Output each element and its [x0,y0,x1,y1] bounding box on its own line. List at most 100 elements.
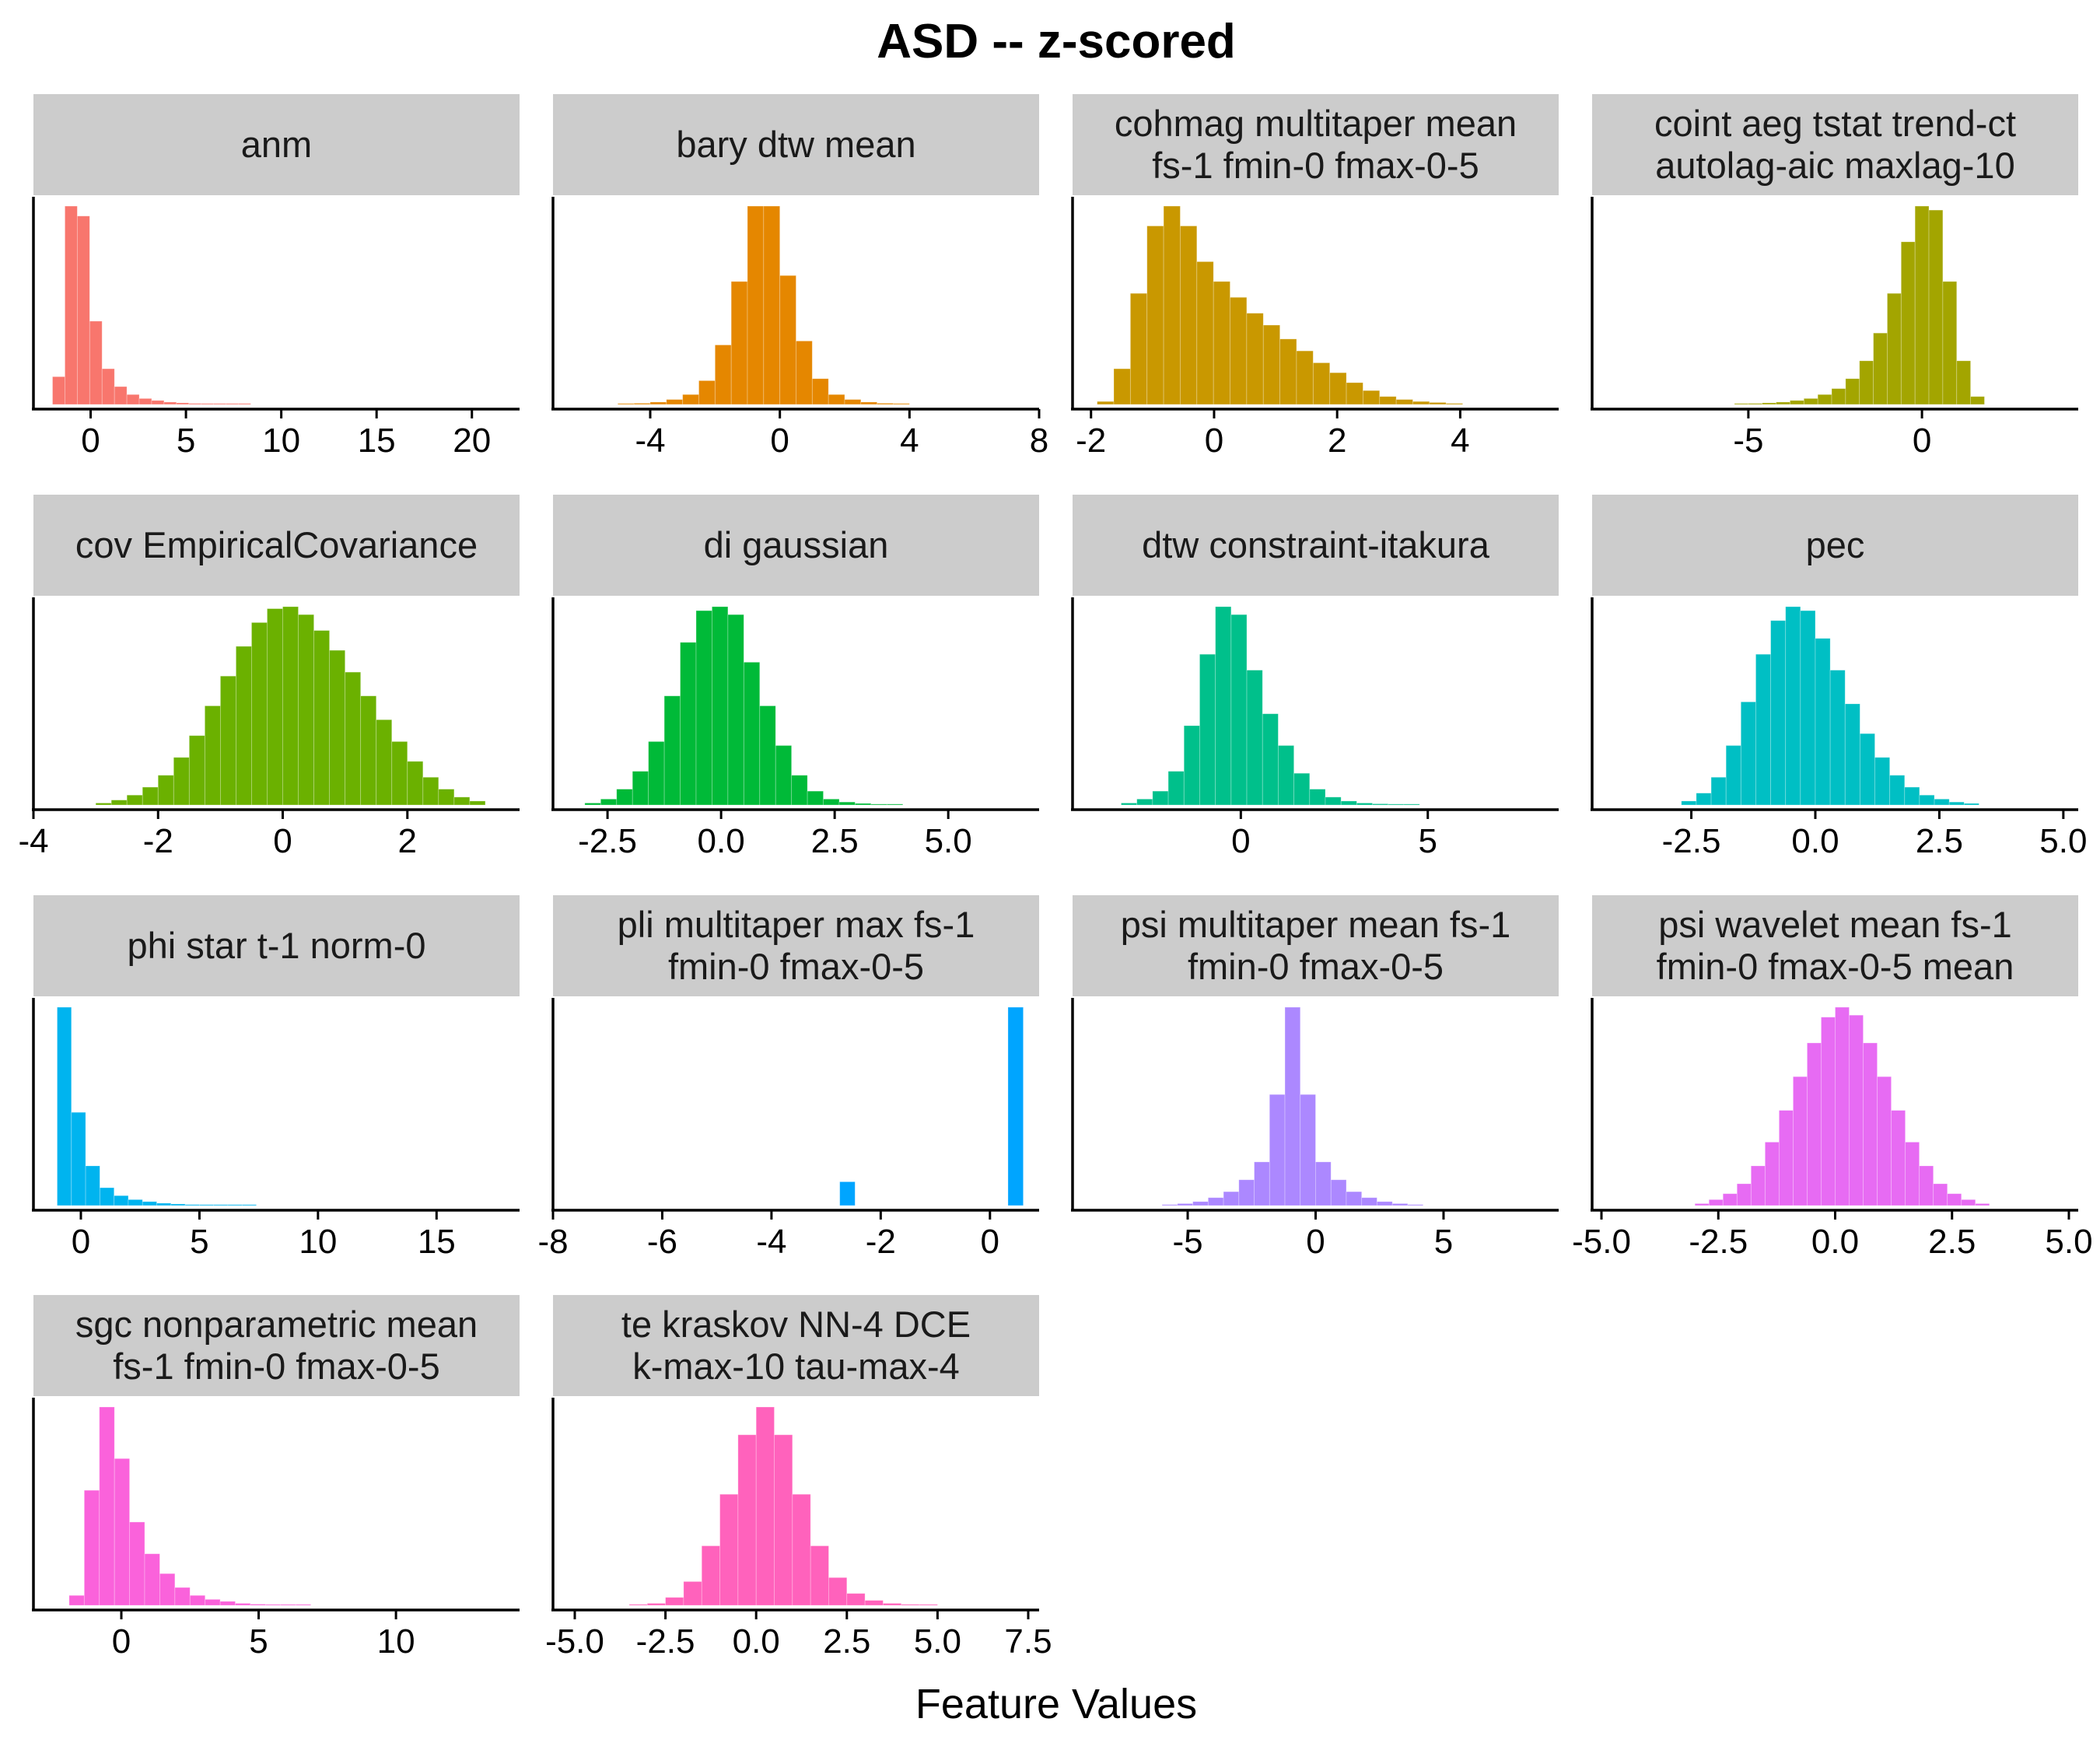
histogram-bar [329,649,346,806]
x-tick-label: 5.0 [2039,822,2087,860]
histogram-bar [236,646,252,806]
x-tick-label: 0 [1306,1223,1325,1261]
histogram-bar [796,340,813,405]
facet-label: coint aeg tstat trend-ct [1654,103,2016,144]
facet-strip [33,1295,520,1396]
histogram-bar [1887,292,1902,405]
histogram-bar [282,606,299,806]
histogram-bar [1207,1197,1224,1206]
facet-label: psi multitaper mean fs-1 [1121,904,1511,945]
facet-strip [33,495,520,596]
facet-label: fmin-0 fmax-0-5 [668,946,924,987]
histogram-bar [1889,775,1906,806]
x-tick-label: 5 [190,1223,208,1261]
histogram-bar [864,1600,884,1606]
histogram-bar [1928,209,1944,405]
histogram-bar [1262,713,1279,806]
x-tick-label: -2.5 [578,822,637,860]
histogram-bar [727,614,744,806]
histogram-bar [807,790,824,806]
histogram-bar [1372,803,1389,806]
histogram-bar [855,803,872,806]
histogram-bar [1708,1199,1724,1206]
facet-strip [33,94,520,195]
x-tick-label: 2.5 [1928,1223,1976,1261]
facet-panel-8: pec -2.5 0.0 2.5 5.0 [1591,495,2087,860]
histogram-bar [1877,1076,1892,1206]
histogram-bar [205,1598,221,1606]
histogram-bar [157,775,174,806]
histogram-bar [469,800,486,806]
histogram-bar [1919,1165,1934,1206]
histogram-bar [1180,226,1198,405]
histogram-bar [1330,1179,1347,1206]
histogram-bar [860,401,878,405]
x-tick-label: -2.5 [1689,1223,1748,1261]
histogram-bar [1269,1094,1286,1206]
histogram-bar [188,735,205,806]
histogram-bar [138,397,152,405]
facet-panel-2: bary dtw mean -4 0 4 8 [551,94,1048,460]
histogram-bar [126,794,143,806]
histogram-bar [1849,1014,1864,1206]
histogram-bar [1821,1017,1836,1206]
histogram-bar [663,695,681,806]
x-tick-label: 5.0 [914,1622,961,1661]
histogram-bar [1844,703,1860,806]
x-tick-label: 0 [1913,422,1931,460]
histogram-bar [126,394,140,405]
facet-label: sgc nonparametric mean [75,1304,478,1345]
histogram-bar [680,642,697,806]
histogram-bar [737,1434,757,1606]
x-tick-label: -2.5 [636,1622,695,1661]
histogram-bar [219,1601,236,1606]
histogram-bar [313,630,331,806]
histogram-bar [1192,1201,1209,1206]
histogram-bar [57,1006,72,1206]
x-axis-title: Feature Values [915,1681,1197,1727]
x-tick-label: 0 [72,1223,90,1261]
histogram-bar [682,394,699,405]
histogram-bar [791,775,808,806]
histogram-bar [1900,241,1916,405]
histogram-bar [1293,772,1311,806]
histogram-bar [886,803,904,806]
histogram-bar [1163,205,1181,405]
x-tick-label: 4 [900,422,919,460]
x-tick-label: 7.5 [1004,1622,1052,1661]
histogram-bar [174,1587,191,1606]
x-tick-label: -2.5 [1662,822,1721,860]
histogram-bar [1407,1204,1424,1206]
histogram-bar [1215,606,1232,806]
histogram-bar [649,401,667,405]
histogram-bar [1975,1203,1990,1206]
histogram-bar [646,1603,666,1606]
histogram-bar [1891,1110,1906,1206]
histogram-bar [883,1603,902,1606]
histogram-bar [1961,1199,1976,1206]
histogram-bar [846,1593,866,1606]
histogram-bar [176,402,190,405]
histogram-bar [1129,292,1148,405]
x-tick-label: -5.0 [545,1622,604,1661]
x-tick-label: 10 [262,422,300,460]
histogram-bar [810,1545,829,1606]
histogram-bar [110,800,128,806]
facet-panel-7: dtw constraint-itakura 0 5 [1071,495,1559,860]
histogram-bar [1790,400,1804,405]
histogram-bar [747,205,765,405]
histogram-bar [1800,610,1816,806]
histogram-bar [1736,1183,1752,1206]
histogram-bar [65,205,78,405]
histogram-bar [1238,1179,1255,1206]
histogram-bar [1395,399,1413,405]
histogram-bar [714,345,732,405]
histogram-bar [1793,1076,1808,1206]
histogram-bar [52,376,65,405]
histogram-bar [1764,1142,1780,1206]
